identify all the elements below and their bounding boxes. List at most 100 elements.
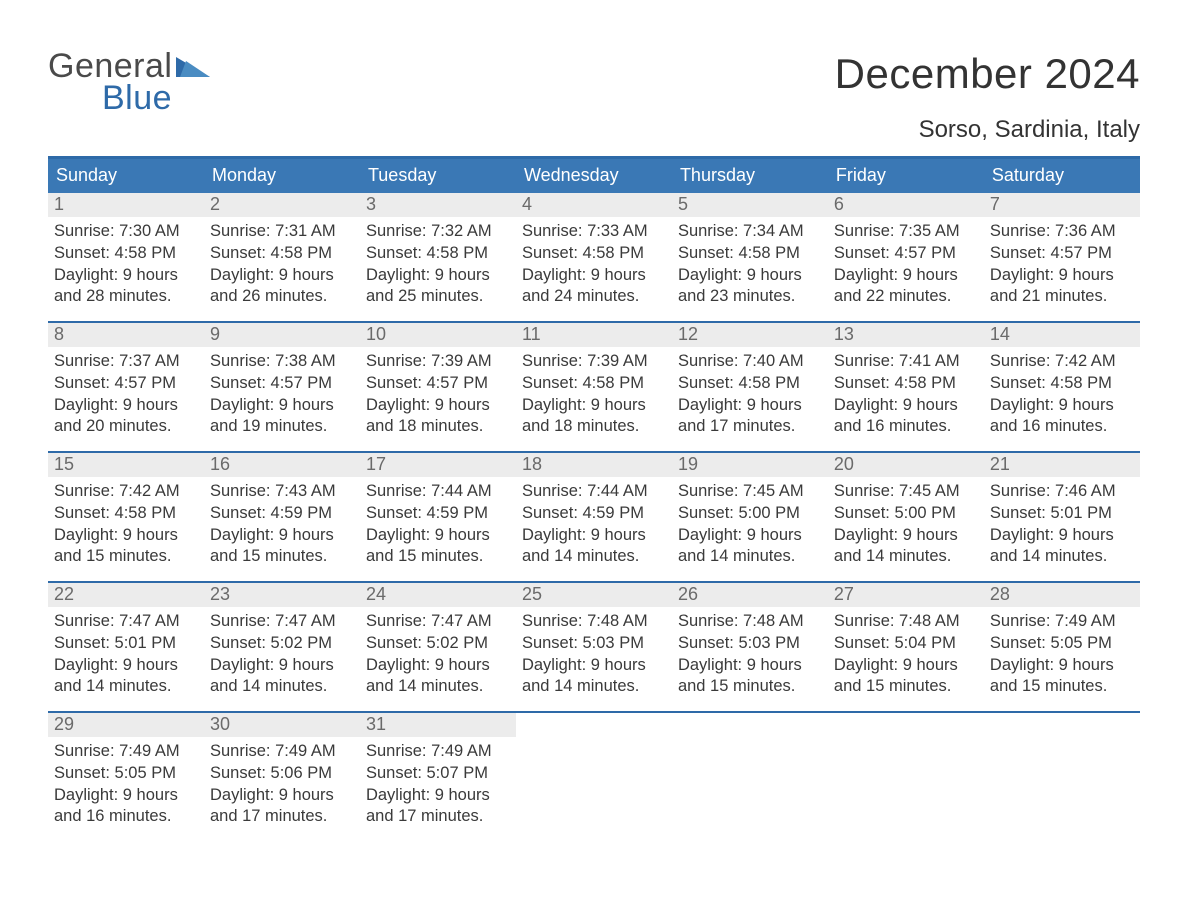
calendar-day: 30Sunrise: 7:49 AM Sunset: 5:06 PM Dayli… bbox=[204, 713, 360, 841]
calendar-day: 0 bbox=[828, 713, 984, 841]
calendar-week: 29Sunrise: 7:49 AM Sunset: 5:05 PM Dayli… bbox=[48, 711, 1140, 841]
page: General Blue December 2024 Sorso, Sardin… bbox=[0, 0, 1188, 841]
day-number: 22 bbox=[48, 583, 204, 607]
day-number: 30 bbox=[204, 713, 360, 737]
day-number: 10 bbox=[360, 323, 516, 347]
day-details: Sunrise: 7:43 AM Sunset: 4:59 PM Dayligh… bbox=[204, 477, 360, 568]
day-number: 14 bbox=[984, 323, 1140, 347]
day-number: 31 bbox=[360, 713, 516, 737]
day-number: 4 bbox=[516, 193, 672, 217]
calendar-day: 13Sunrise: 7:41 AM Sunset: 4:58 PM Dayli… bbox=[828, 323, 984, 451]
day-details: Sunrise: 7:37 AM Sunset: 4:57 PM Dayligh… bbox=[48, 347, 204, 438]
calendar-day: 7Sunrise: 7:36 AM Sunset: 4:57 PM Daylig… bbox=[984, 193, 1140, 321]
day-details: Sunrise: 7:42 AM Sunset: 4:58 PM Dayligh… bbox=[984, 347, 1140, 438]
calendar-day: 22Sunrise: 7:47 AM Sunset: 5:01 PM Dayli… bbox=[48, 583, 204, 711]
day-number: 27 bbox=[828, 583, 984, 607]
day-number: 11 bbox=[516, 323, 672, 347]
dow-sunday: Sunday bbox=[48, 159, 204, 193]
day-number: 21 bbox=[984, 453, 1140, 477]
day-number: 26 bbox=[672, 583, 828, 607]
day-details: Sunrise: 7:39 AM Sunset: 4:58 PM Dayligh… bbox=[516, 347, 672, 438]
calendar-day: 18Sunrise: 7:44 AM Sunset: 4:59 PM Dayli… bbox=[516, 453, 672, 581]
day-details: Sunrise: 7:35 AM Sunset: 4:57 PM Dayligh… bbox=[828, 217, 984, 308]
day-number: 24 bbox=[360, 583, 516, 607]
day-details: Sunrise: 7:42 AM Sunset: 4:58 PM Dayligh… bbox=[48, 477, 204, 568]
weeks-container: 1Sunrise: 7:30 AM Sunset: 4:58 PM Daylig… bbox=[48, 193, 1140, 841]
day-details: Sunrise: 7:44 AM Sunset: 4:59 PM Dayligh… bbox=[516, 477, 672, 568]
day-number: 19 bbox=[672, 453, 828, 477]
logo: General Blue bbox=[48, 50, 210, 115]
day-number: 13 bbox=[828, 323, 984, 347]
day-details: Sunrise: 7:45 AM Sunset: 5:00 PM Dayligh… bbox=[672, 477, 828, 568]
day-details: Sunrise: 7:31 AM Sunset: 4:58 PM Dayligh… bbox=[204, 217, 360, 308]
calendar-day: 26Sunrise: 7:48 AM Sunset: 5:03 PM Dayli… bbox=[672, 583, 828, 711]
day-number: 25 bbox=[516, 583, 672, 607]
calendar-day: 19Sunrise: 7:45 AM Sunset: 5:00 PM Dayli… bbox=[672, 453, 828, 581]
day-details: Sunrise: 7:48 AM Sunset: 5:03 PM Dayligh… bbox=[672, 607, 828, 698]
calendar: Sunday Monday Tuesday Wednesday Thursday… bbox=[48, 156, 1140, 841]
calendar-day: 0 bbox=[516, 713, 672, 841]
day-number: 9 bbox=[204, 323, 360, 347]
day-number: 6 bbox=[828, 193, 984, 217]
calendar-day: 4Sunrise: 7:33 AM Sunset: 4:58 PM Daylig… bbox=[516, 193, 672, 321]
calendar-day: 21Sunrise: 7:46 AM Sunset: 5:01 PM Dayli… bbox=[984, 453, 1140, 581]
day-details: Sunrise: 7:46 AM Sunset: 5:01 PM Dayligh… bbox=[984, 477, 1140, 568]
page-title: December 2024 bbox=[835, 50, 1140, 98]
day-number: 1 bbox=[48, 193, 204, 217]
dow-monday: Monday bbox=[204, 159, 360, 193]
day-details: Sunrise: 7:47 AM Sunset: 5:01 PM Dayligh… bbox=[48, 607, 204, 698]
day-number: 17 bbox=[360, 453, 516, 477]
calendar-day: 11Sunrise: 7:39 AM Sunset: 4:58 PM Dayli… bbox=[516, 323, 672, 451]
calendar-day: 0 bbox=[672, 713, 828, 841]
calendar-day: 9Sunrise: 7:38 AM Sunset: 4:57 PM Daylig… bbox=[204, 323, 360, 451]
day-number: 20 bbox=[828, 453, 984, 477]
day-details: Sunrise: 7:32 AM Sunset: 4:58 PM Dayligh… bbox=[360, 217, 516, 308]
dow-friday: Friday bbox=[828, 159, 984, 193]
dow-saturday: Saturday bbox=[984, 159, 1140, 193]
logo-line2: Blue bbox=[48, 82, 210, 114]
day-number: 8 bbox=[48, 323, 204, 347]
day-details: Sunrise: 7:47 AM Sunset: 5:02 PM Dayligh… bbox=[360, 607, 516, 698]
calendar-day: 2Sunrise: 7:31 AM Sunset: 4:58 PM Daylig… bbox=[204, 193, 360, 321]
logo-triangle-icon bbox=[176, 50, 210, 82]
calendar-day: 16Sunrise: 7:43 AM Sunset: 4:59 PM Dayli… bbox=[204, 453, 360, 581]
calendar-day: 6Sunrise: 7:35 AM Sunset: 4:57 PM Daylig… bbox=[828, 193, 984, 321]
calendar-day: 17Sunrise: 7:44 AM Sunset: 4:59 PM Dayli… bbox=[360, 453, 516, 581]
day-details: Sunrise: 7:40 AM Sunset: 4:58 PM Dayligh… bbox=[672, 347, 828, 438]
calendar-day: 31Sunrise: 7:49 AM Sunset: 5:07 PM Dayli… bbox=[360, 713, 516, 841]
day-number: 23 bbox=[204, 583, 360, 607]
day-details: Sunrise: 7:34 AM Sunset: 4:58 PM Dayligh… bbox=[672, 217, 828, 308]
day-number: 18 bbox=[516, 453, 672, 477]
day-details: Sunrise: 7:30 AM Sunset: 4:58 PM Dayligh… bbox=[48, 217, 204, 308]
day-details: Sunrise: 7:45 AM Sunset: 5:00 PM Dayligh… bbox=[828, 477, 984, 568]
day-details: Sunrise: 7:41 AM Sunset: 4:58 PM Dayligh… bbox=[828, 347, 984, 438]
calendar-day: 10Sunrise: 7:39 AM Sunset: 4:57 PM Dayli… bbox=[360, 323, 516, 451]
calendar-day: 15Sunrise: 7:42 AM Sunset: 4:58 PM Dayli… bbox=[48, 453, 204, 581]
calendar-day: 24Sunrise: 7:47 AM Sunset: 5:02 PM Dayli… bbox=[360, 583, 516, 711]
day-details: Sunrise: 7:49 AM Sunset: 5:07 PM Dayligh… bbox=[360, 737, 516, 828]
calendar-week: 8Sunrise: 7:37 AM Sunset: 4:57 PM Daylig… bbox=[48, 321, 1140, 451]
day-details: Sunrise: 7:47 AM Sunset: 5:02 PM Dayligh… bbox=[204, 607, 360, 698]
day-details: Sunrise: 7:48 AM Sunset: 5:04 PM Dayligh… bbox=[828, 607, 984, 698]
calendar-day: 14Sunrise: 7:42 AM Sunset: 4:58 PM Dayli… bbox=[984, 323, 1140, 451]
calendar-week: 1Sunrise: 7:30 AM Sunset: 4:58 PM Daylig… bbox=[48, 193, 1140, 321]
day-details: Sunrise: 7:39 AM Sunset: 4:57 PM Dayligh… bbox=[360, 347, 516, 438]
day-number: 3 bbox=[360, 193, 516, 217]
logo-line1: General bbox=[48, 50, 172, 82]
calendar-day: 20Sunrise: 7:45 AM Sunset: 5:00 PM Dayli… bbox=[828, 453, 984, 581]
calendar-day: 25Sunrise: 7:48 AM Sunset: 5:03 PM Dayli… bbox=[516, 583, 672, 711]
day-number: 2 bbox=[204, 193, 360, 217]
calendar-day: 5Sunrise: 7:34 AM Sunset: 4:58 PM Daylig… bbox=[672, 193, 828, 321]
day-number: 7 bbox=[984, 193, 1140, 217]
day-details: Sunrise: 7:33 AM Sunset: 4:58 PM Dayligh… bbox=[516, 217, 672, 308]
day-details: Sunrise: 7:49 AM Sunset: 5:05 PM Dayligh… bbox=[984, 607, 1140, 698]
day-number: 16 bbox=[204, 453, 360, 477]
calendar-day: 27Sunrise: 7:48 AM Sunset: 5:04 PM Dayli… bbox=[828, 583, 984, 711]
title-block: December 2024 Sorso, Sardinia, Italy bbox=[835, 50, 1140, 144]
calendar-day: 29Sunrise: 7:49 AM Sunset: 5:05 PM Dayli… bbox=[48, 713, 204, 841]
day-number: 29 bbox=[48, 713, 204, 737]
day-number: 12 bbox=[672, 323, 828, 347]
calendar-day: 8Sunrise: 7:37 AM Sunset: 4:57 PM Daylig… bbox=[48, 323, 204, 451]
dow-row: Sunday Monday Tuesday Wednesday Thursday… bbox=[48, 159, 1140, 193]
day-details: Sunrise: 7:49 AM Sunset: 5:05 PM Dayligh… bbox=[48, 737, 204, 828]
